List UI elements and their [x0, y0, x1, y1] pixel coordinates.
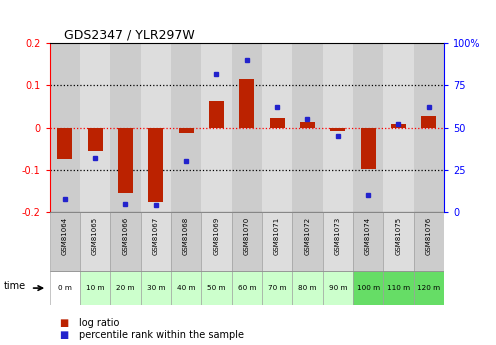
Bar — [110, 43, 140, 212]
Bar — [322, 212, 353, 271]
Text: GSM81074: GSM81074 — [365, 217, 371, 255]
Bar — [262, 271, 292, 305]
Text: GDS2347 / YLR297W: GDS2347 / YLR297W — [64, 28, 195, 41]
Bar — [353, 212, 383, 271]
Text: 40 m: 40 m — [177, 285, 195, 291]
Text: 80 m: 80 m — [298, 285, 316, 291]
Bar — [232, 212, 262, 271]
Bar — [239, 79, 254, 128]
Text: 70 m: 70 m — [268, 285, 286, 291]
Text: GSM81071: GSM81071 — [274, 217, 280, 255]
Text: GSM81072: GSM81072 — [305, 217, 310, 255]
Text: GSM81073: GSM81073 — [335, 217, 341, 255]
Bar — [201, 43, 232, 212]
Bar — [80, 271, 110, 305]
Bar — [361, 128, 375, 169]
Text: 110 m: 110 m — [387, 285, 410, 291]
Bar — [171, 212, 201, 271]
Bar — [353, 271, 383, 305]
Bar — [201, 271, 232, 305]
Text: 100 m: 100 m — [357, 285, 379, 291]
Text: GSM81068: GSM81068 — [183, 217, 189, 255]
Text: GSM81064: GSM81064 — [62, 217, 68, 255]
Bar — [232, 271, 262, 305]
Bar — [118, 128, 133, 193]
Text: ■: ■ — [60, 318, 69, 327]
Text: 90 m: 90 m — [328, 285, 347, 291]
Bar — [148, 128, 163, 201]
Text: GSM81076: GSM81076 — [426, 217, 432, 255]
Text: GSM81067: GSM81067 — [153, 217, 159, 255]
Text: 50 m: 50 m — [207, 285, 226, 291]
Bar — [80, 43, 110, 212]
Text: time: time — [4, 282, 26, 291]
Text: GSM81070: GSM81070 — [244, 217, 250, 255]
Bar — [140, 271, 171, 305]
Bar — [262, 212, 292, 271]
Text: 60 m: 60 m — [238, 285, 256, 291]
Bar — [171, 271, 201, 305]
Text: percentile rank within the sample: percentile rank within the sample — [79, 330, 245, 339]
Bar — [50, 212, 80, 271]
Bar — [209, 101, 224, 128]
Bar — [391, 124, 406, 128]
Bar — [414, 271, 444, 305]
Bar — [353, 43, 383, 212]
Bar — [50, 271, 80, 305]
Bar — [292, 271, 322, 305]
Bar — [414, 43, 444, 212]
Bar — [110, 271, 140, 305]
Bar — [232, 43, 262, 212]
Bar — [414, 212, 444, 271]
Text: GSM81075: GSM81075 — [395, 217, 401, 255]
Bar — [140, 212, 171, 271]
Text: ■: ■ — [60, 330, 69, 339]
Bar — [201, 212, 232, 271]
Bar — [57, 128, 72, 159]
Bar — [300, 122, 315, 128]
Text: log ratio: log ratio — [79, 318, 120, 327]
Bar — [322, 271, 353, 305]
Bar — [330, 128, 345, 131]
Text: 120 m: 120 m — [417, 285, 440, 291]
Bar — [80, 212, 110, 271]
Bar — [140, 43, 171, 212]
Bar — [171, 43, 201, 212]
Bar — [383, 43, 414, 212]
Text: GSM81065: GSM81065 — [92, 217, 98, 255]
Text: 20 m: 20 m — [116, 285, 135, 291]
Text: GSM81069: GSM81069 — [213, 217, 219, 255]
Text: GSM81066: GSM81066 — [123, 217, 128, 255]
Bar — [110, 212, 140, 271]
Text: 0 m: 0 m — [58, 285, 72, 291]
Bar — [292, 212, 322, 271]
Bar — [383, 212, 414, 271]
Text: 30 m: 30 m — [146, 285, 165, 291]
Bar — [87, 128, 103, 151]
Bar — [421, 116, 436, 128]
Bar — [50, 43, 80, 212]
Bar — [322, 43, 353, 212]
Bar — [179, 128, 193, 133]
Bar — [269, 118, 285, 128]
Bar — [383, 271, 414, 305]
Bar — [262, 43, 292, 212]
Bar — [292, 43, 322, 212]
Text: 10 m: 10 m — [86, 285, 104, 291]
